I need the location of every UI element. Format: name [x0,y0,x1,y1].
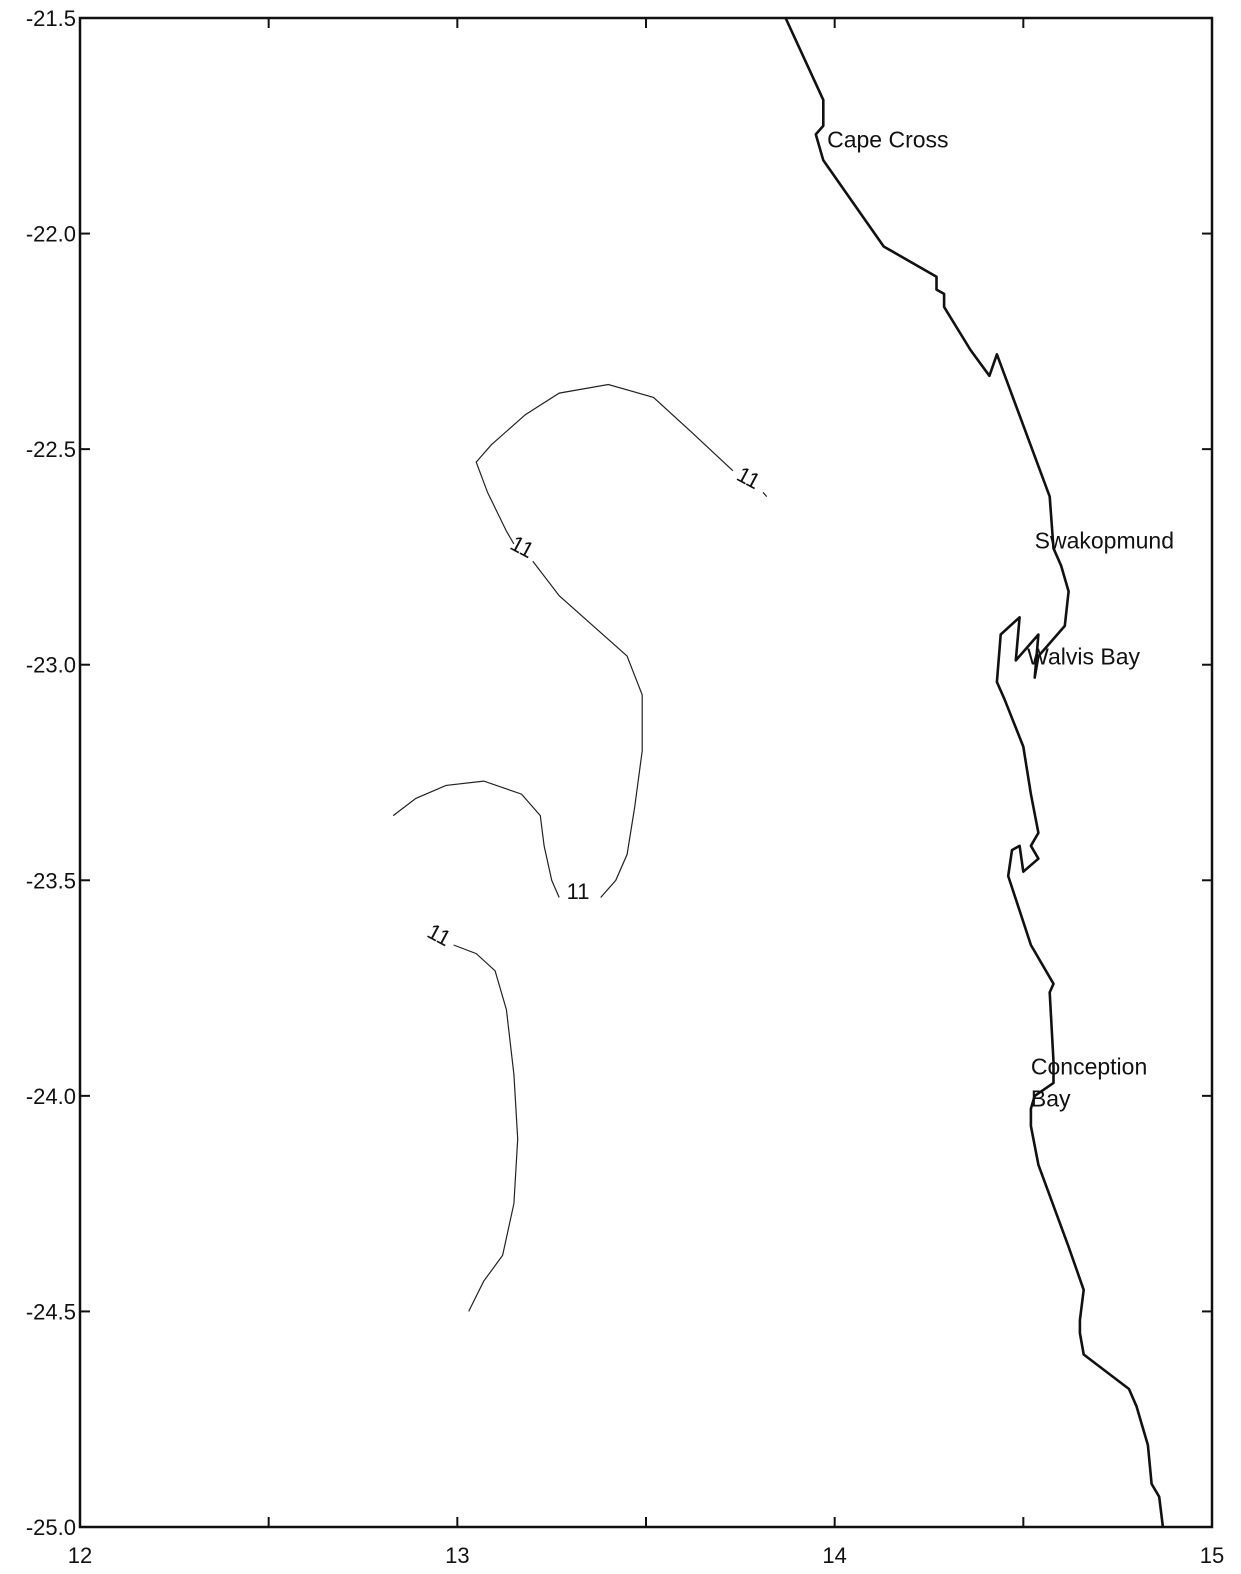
map-frame [78,16,1214,1529]
contour-line [392,780,560,898]
place-label: Walvis Bay [1027,644,1140,670]
y-tick-label: -24.5 [26,1299,76,1324]
longitude-tick-labels: 12 13 14 15 [68,1543,1224,1568]
x-tick-label: 15 [1200,1543,1224,1568]
y-tick-label: -24.0 [26,1084,76,1109]
place-labels: Cape Cross Swakopmund Walvis Bay Conception… [827,126,1174,1111]
frame-ticks [79,17,1213,1528]
contour-label: 11 [423,918,455,951]
place-label: Swakopmund [1035,527,1174,553]
latitude-tick-labels: -21.5 -22.0 -22.5 -23.0 -23.5 -24.0 -24.5 -25.0 [26,6,76,1540]
contour-line [762,491,768,497]
x-tick-label: 12 [68,1543,92,1568]
coastline [784,17,1165,1528]
y-tick-label: -22.5 [26,437,76,462]
y-tick-label: -23.0 [26,653,76,678]
contour-line [532,560,643,898]
contour-lines [392,383,768,1312]
x-tick-label: 14 [822,1543,846,1568]
contour-line [453,944,519,1312]
contour-labels: 11 11 11 11 [423,461,764,951]
place-label: Cape Cross [827,126,948,152]
place-label: Conception Bay [1031,1053,1147,1111]
y-tick-label: -21.5 [26,6,76,31]
contour-label: 11 [733,461,765,494]
y-tick-label: -25.0 [26,1515,76,1540]
contour-line [475,383,734,545]
x-tick-label: 13 [445,1543,469,1568]
contour-label: 11 [506,530,538,563]
contour-label: 11 [567,879,590,904]
y-tick-label: -23.5 [26,868,76,893]
y-tick-label: -22.0 [26,222,76,247]
